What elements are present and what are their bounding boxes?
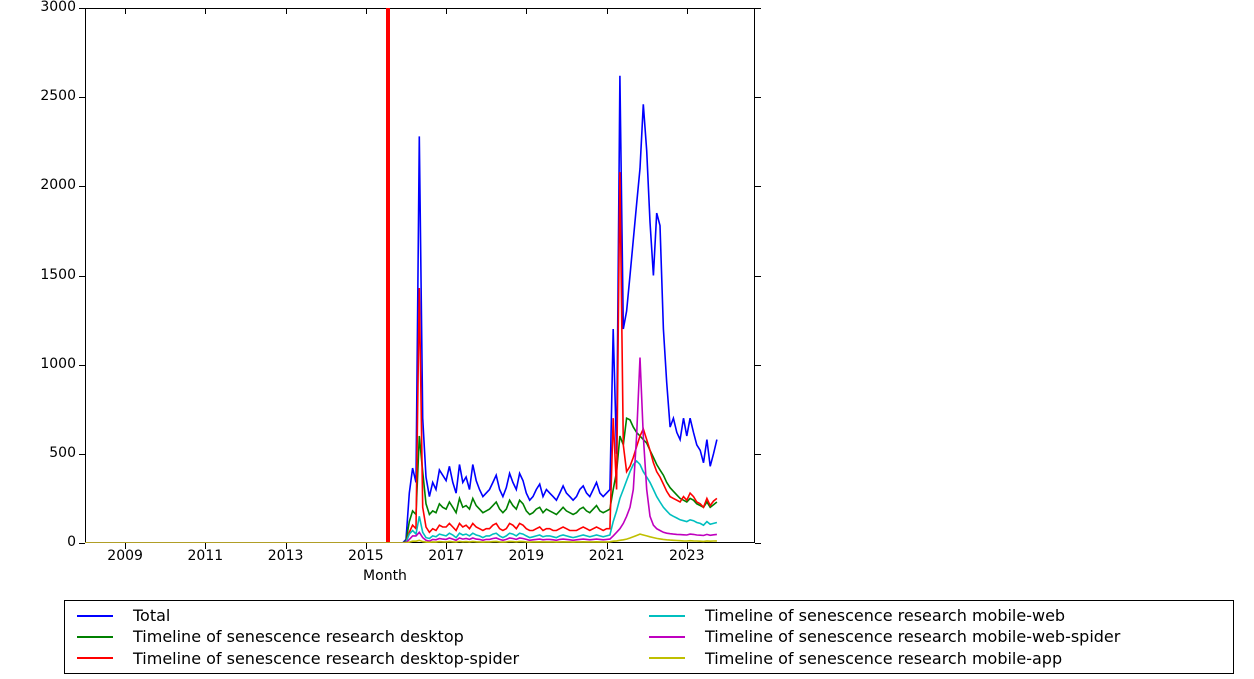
x-tick-mark xyxy=(125,8,126,14)
y-tick-mark xyxy=(79,454,85,455)
x-tick-mark xyxy=(205,543,206,549)
x-axis-label: Month xyxy=(335,568,435,584)
legend-label: Total xyxy=(133,606,170,625)
y-tick-label: 1500 xyxy=(16,267,76,283)
legend-item: Total xyxy=(77,605,649,626)
x-tick-label: 2013 xyxy=(256,548,316,564)
y-tick-mark xyxy=(79,186,85,187)
legend-column-1: Total Timeline of senescence research des… xyxy=(77,605,649,669)
y-tick-mark xyxy=(79,276,85,277)
legend-label: Timeline of senescence research desktop-… xyxy=(133,649,519,668)
x-tick-label: 2009 xyxy=(95,548,155,564)
y-tick-label: 3000 xyxy=(16,0,76,15)
x-tick-mark xyxy=(366,543,367,549)
x-tick-mark xyxy=(687,543,688,549)
x-tick-mark xyxy=(526,8,527,14)
x-tick-mark xyxy=(446,543,447,549)
y-tick-mark xyxy=(755,543,761,544)
x-tick-mark xyxy=(286,8,287,14)
y-tick-mark xyxy=(79,97,85,98)
legend-item: Timeline of senescence research desktop xyxy=(77,626,649,647)
y-tick-label: 2000 xyxy=(16,177,76,193)
x-tick-label: 2015 xyxy=(336,548,396,564)
legend-swatch xyxy=(77,636,113,638)
x-tick-mark xyxy=(205,8,206,14)
y-tick-mark xyxy=(79,543,85,544)
x-tick-mark xyxy=(607,8,608,14)
x-tick-mark xyxy=(366,8,367,14)
y-tick-mark xyxy=(79,365,85,366)
legend-item: Timeline of senescence research desktop-… xyxy=(77,648,649,669)
x-tick-mark xyxy=(125,543,126,549)
y-tick-label: 500 xyxy=(16,445,76,461)
x-tick-label: 2023 xyxy=(657,548,717,564)
legend-item: Timeline of senescence research mobile-w… xyxy=(649,626,1221,647)
legend-label: Timeline of senescence research mobile-a… xyxy=(705,649,1062,668)
y-tick-label: 2500 xyxy=(16,88,76,104)
legend-column-2: Timeline of senescence research mobile-w… xyxy=(649,605,1221,669)
x-tick-mark xyxy=(687,8,688,14)
legend-swatch xyxy=(649,615,685,617)
x-tick-mark xyxy=(526,543,527,549)
legend-item: Timeline of senescence research mobile-a… xyxy=(649,648,1221,669)
y-tick-mark xyxy=(755,276,761,277)
legend: Total Timeline of senescence research des… xyxy=(64,600,1234,674)
x-tick-label: 2021 xyxy=(577,548,637,564)
y-tick-mark xyxy=(755,97,761,98)
x-tick-label: 2017 xyxy=(416,548,476,564)
x-tick-mark xyxy=(446,8,447,14)
legend-item: Timeline of senescence research mobile-w… xyxy=(649,605,1221,626)
y-tick-label: 1000 xyxy=(16,356,76,372)
y-tick-mark xyxy=(755,8,761,9)
y-tick-mark xyxy=(79,8,85,9)
y-tick-label: 0 xyxy=(16,534,76,550)
legend-swatch xyxy=(649,657,685,659)
legend-swatch xyxy=(77,657,113,659)
y-tick-mark xyxy=(755,186,761,187)
chart-plot-area xyxy=(85,8,755,543)
legend-swatch xyxy=(77,615,113,617)
y-tick-mark xyxy=(755,454,761,455)
x-tick-label: 2011 xyxy=(175,548,235,564)
legend-label: Timeline of senescence research mobile-w… xyxy=(705,606,1065,625)
y-tick-mark xyxy=(755,365,761,366)
legend-label: Timeline of senescence research mobile-w… xyxy=(705,627,1120,646)
x-tick-mark xyxy=(607,543,608,549)
x-tick-label: 2019 xyxy=(496,548,556,564)
vertical-marker-line xyxy=(386,8,390,543)
legend-swatch xyxy=(649,636,685,638)
legend-label: Timeline of senescence research desktop xyxy=(133,627,464,646)
x-tick-mark xyxy=(286,543,287,549)
